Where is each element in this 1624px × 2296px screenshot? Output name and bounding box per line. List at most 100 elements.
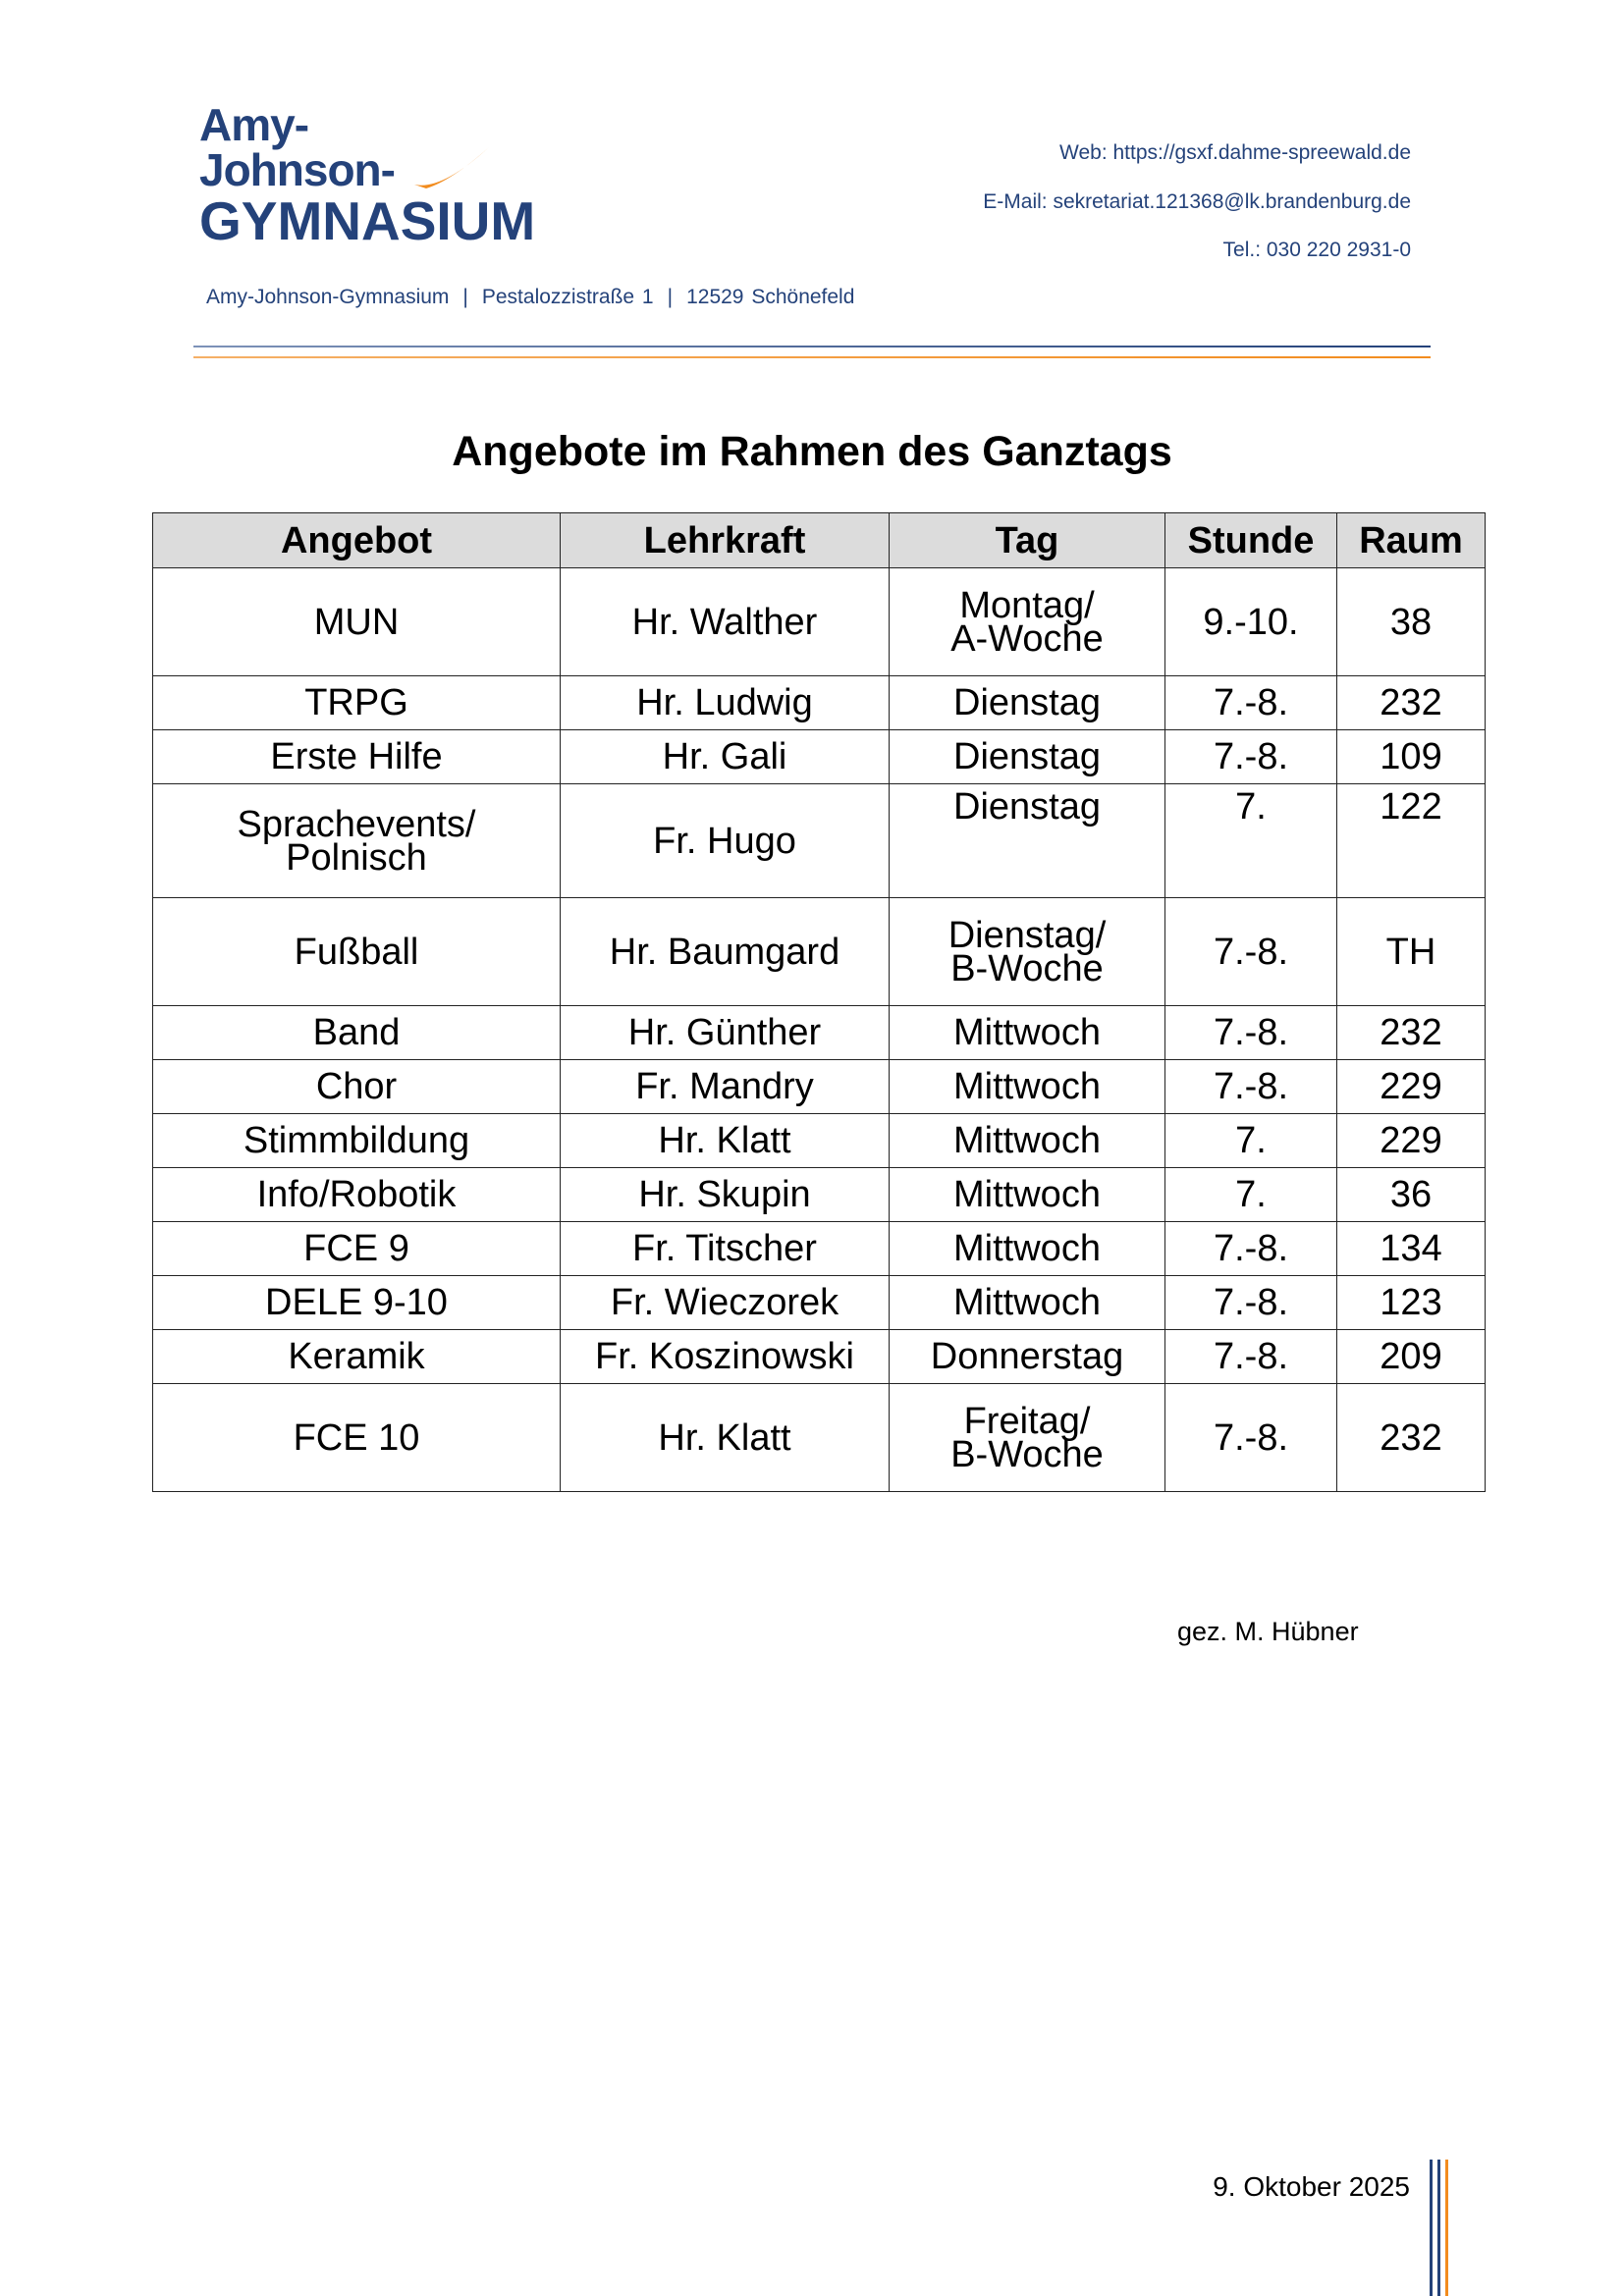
cell-raum-text: 38 <box>1389 601 1433 643</box>
cell-tag-text: B-Woche <box>950 1433 1104 1475</box>
cell-tag: Mittwoch <box>889 1059 1165 1114</box>
cell-lehrkraft-text: Hr. Günther <box>627 1012 822 1053</box>
cell-lehrkraft-text: Hr. Walther <box>631 601 818 643</box>
cell-angebot-text: Sprachevents/ <box>237 803 476 845</box>
table-header-row: Angebot Lehrkraft Tag Stunde Raum <box>152 512 1486 568</box>
cell-angebot: Stimmbildung <box>152 1113 561 1168</box>
table-row: FCE 10 Hr. Klatt Freitag/B-Woche 7.-8. 232 <box>152 1383 1486 1492</box>
cell-tag-text: B-Woche <box>950 947 1104 989</box>
table-row: TRPG Hr. Ludwig Dienstag 7.-8. 232 <box>152 675 1486 730</box>
column-header: Tag <box>889 512 1165 568</box>
cell-angebot: Fußball <box>152 897 561 1006</box>
header-rule-orange <box>193 356 1431 358</box>
table-row: Sprachevents/Polnisch Fr. Hugo Dienstag 7. 1… <box>152 783 1486 898</box>
cell-angebot: Band <box>152 1005 561 1060</box>
cell-stunde: 7.-8. <box>1164 729 1337 784</box>
cell-stunde-text: 7.-8. <box>1213 931 1289 973</box>
address-street: Pestalozzistraße 1 <box>481 286 654 308</box>
cell-tag-text: Mittwoch <box>953 1282 1101 1323</box>
footer-line-blue <box>1437 2160 1440 2296</box>
contact-block: Web: https://gsxf.dahme-spreewald.de E-M… <box>983 129 1411 275</box>
table-row: Erste Hilfe Hr. Gali Dienstag 7.-8. 109 <box>152 729 1486 784</box>
cell-raum-text: 122 <box>1380 786 1442 828</box>
cell-stunde: 7. <box>1164 1167 1337 1222</box>
cell-lehrkraft: Hr. Ludwig <box>560 675 890 730</box>
cell-stunde-text: 7.-8. <box>1213 1282 1289 1323</box>
column-header: Raum <box>1336 512 1486 568</box>
table-row: DELE 9-10 Fr. Wieczorek Mittwoch 7.-8. 123 <box>152 1275 1486 1330</box>
cell-lehrkraft: Fr. Titscher <box>560 1221 890 1276</box>
cell-stunde-text: 7.-8. <box>1213 1336 1289 1377</box>
cell-angebot: MUN <box>152 567 561 676</box>
cell-lehrkraft-text: Fr. Mandry <box>635 1066 814 1107</box>
cell-raum-text: 109 <box>1380 736 1442 777</box>
offers-table: Angebot Lehrkraft Tag Stunde Raum MUN Hr.… <box>152 512 1486 1492</box>
cell-raum-text: 123 <box>1380 1282 1442 1323</box>
cell-angebot-text: TRPG <box>304 682 408 723</box>
cell-lehrkraft-text: Fr. Hugo <box>653 820 796 862</box>
cell-tag: Montag/A-Woche <box>889 567 1165 676</box>
email-link[interactable]: E-Mail: sekretariat.121368@lk.brandenbur… <box>983 189 1411 213</box>
cell-angebot-text: Band <box>312 1012 401 1053</box>
cell-stunde-text: 7.-8. <box>1213 736 1289 777</box>
cell-lehrkraft-text: Fr. Wieczorek <box>610 1282 839 1323</box>
address-line: Amy-Johnson-Gymnasium | Pestalozzistraße 1… <box>206 286 854 309</box>
cell-lehrkraft: Hr. Gali <box>560 729 890 784</box>
table-row: Stimmbildung Hr. Klatt Mittwoch 7. 229 <box>152 1113 1486 1168</box>
cell-lehrkraft-text: Fr. Titscher <box>632 1228 817 1269</box>
cell-raum-text: 232 <box>1380 682 1442 723</box>
cell-raum: 38 <box>1336 567 1486 676</box>
table-row: Fußball Hr. Baumgard Dienstag/B-Woche 7.-8.… <box>152 897 1486 1006</box>
cell-raum: 36 <box>1336 1167 1486 1222</box>
cell-tag: Mittwoch <box>889 1167 1165 1222</box>
cell-angebot: Erste Hilfe <box>152 729 561 784</box>
column-header: Lehrkraft <box>560 512 890 568</box>
cell-stunde-text: 7.-8. <box>1213 682 1289 723</box>
cell-angebot-text: FCE 9 <box>303 1228 409 1269</box>
cell-raum: 122 <box>1336 783 1486 898</box>
cell-tag-text: Dienstag <box>953 736 1101 777</box>
cell-raum-text: 209 <box>1380 1336 1442 1377</box>
cell-angebot: Sprachevents/Polnisch <box>152 783 561 898</box>
cell-stunde-text: 7.-8. <box>1213 1228 1289 1269</box>
cell-angebot: TRPG <box>152 675 561 730</box>
cell-lehrkraft-text: Fr. Koszinowski <box>595 1336 854 1377</box>
separator: | <box>667 286 674 308</box>
cell-lehrkraft: Hr. Klatt <box>560 1383 890 1492</box>
cell-raum-text: 232 <box>1380 1012 1442 1053</box>
cell-stunde: 7.-8. <box>1164 1221 1337 1276</box>
cell-stunde: 7.-8. <box>1164 1383 1337 1492</box>
cell-stunde-text: 7. <box>1235 1120 1267 1161</box>
cell-tag: Mittwoch <box>889 1113 1165 1168</box>
cell-tag-text: Dienstag <box>953 786 1101 828</box>
cell-raum: 229 <box>1336 1059 1486 1114</box>
cell-raum: 232 <box>1336 675 1486 730</box>
cell-angebot-text: MUN <box>313 601 400 643</box>
cell-tag-text: Dienstag/ <box>947 914 1107 956</box>
table-row: Band Hr. Günther Mittwoch 7.-8. 232 <box>152 1005 1486 1060</box>
cell-angebot-text: Polnisch <box>286 836 427 879</box>
cell-angebot: FCE 9 <box>152 1221 561 1276</box>
cell-angebot-text: DELE 9-10 <box>265 1282 448 1323</box>
cell-lehrkraft-text: Hr. Ludwig <box>636 682 813 723</box>
cell-stunde: 9.-10. <box>1164 567 1337 676</box>
cell-angebot: Info/Robotik <box>152 1167 561 1222</box>
cell-lehrkraft: Hr. Günther <box>560 1005 890 1060</box>
cell-angebot-text: Keramik <box>288 1336 425 1377</box>
school-logo: Amy- Johnson- GYMNASIUM <box>199 102 535 249</box>
cell-lehrkraft: Hr. Baumgard <box>560 897 890 1006</box>
footer-line-blue <box>1430 2160 1433 2296</box>
cell-tag: Dienstag <box>889 729 1165 784</box>
cell-angebot-text: Erste Hilfe <box>270 736 443 777</box>
cell-raum-text: 229 <box>1380 1066 1442 1107</box>
address-school: Amy-Johnson-Gymnasium <box>206 286 450 308</box>
cell-tag-text: Mittwoch <box>953 1066 1101 1107</box>
cell-tag: Mittwoch <box>889 1275 1165 1330</box>
cell-tag-text: Mittwoch <box>953 1012 1101 1053</box>
cell-tag-text: Freitag/ <box>963 1400 1091 1442</box>
cell-angebot-text: FCE 10 <box>293 1416 420 1459</box>
cell-angebot-text: Chor <box>315 1066 398 1107</box>
web-link[interactable]: Web: https://gsxf.dahme-spreewald.de <box>1059 141 1411 164</box>
cell-lehrkraft: Fr. Hugo <box>560 783 890 898</box>
page-title: Angebote im Rahmen des Ganztags <box>452 428 1172 475</box>
